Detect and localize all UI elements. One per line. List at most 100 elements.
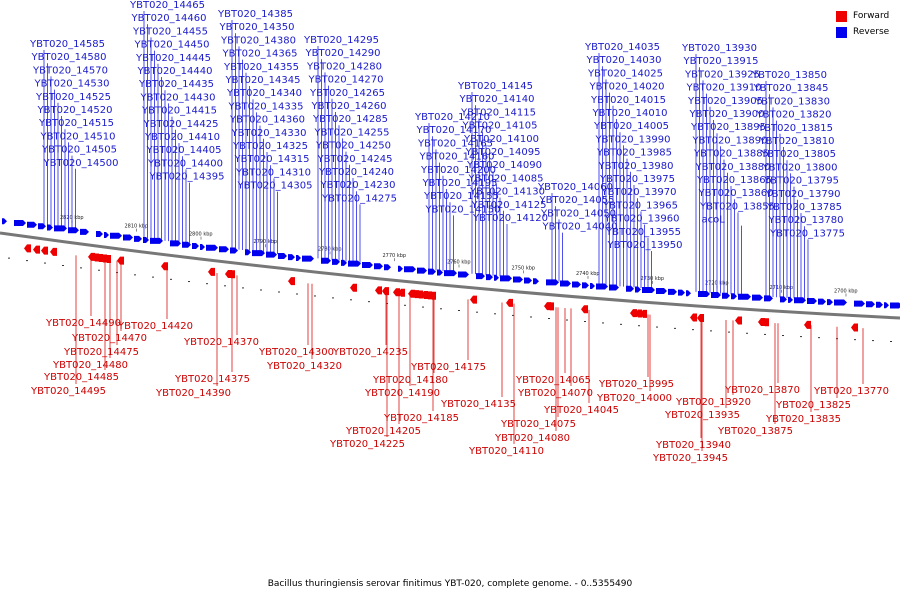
scale-tick-label: 2810 kbp [125, 224, 149, 230]
forward-gene-arrow [228, 270, 235, 279]
reverse-gene-label: YBT020_14200 [420, 165, 496, 176]
reverse-gene-arrow [398, 265, 403, 272]
reverse-gene-label: YBT020_14410 [144, 132, 220, 143]
forward-gene-arrow [33, 245, 40, 254]
legend-forward-label: Forward [853, 11, 890, 21]
forward-gene-label: YBT020_13945 [652, 453, 728, 464]
reverse-gene-label: YBT020_14095 [465, 147, 541, 158]
reverse-gene-label: YBT020_14525 [35, 92, 111, 103]
reverse-gene-label: YBT020_13930 [681, 43, 757, 54]
forward-gene-label: YBT020_14175 [410, 362, 486, 373]
reverse-gene-label: YBT020_14100 [463, 134, 539, 145]
forward-gene-arrow [50, 247, 57, 256]
reverse-gene-arrow [374, 263, 383, 270]
legend-reverse: Reverse [836, 24, 892, 40]
reverse-gene-label: YBT020_14500 [43, 158, 119, 169]
reverse-gene-label: YBT020_14340 [226, 88, 302, 99]
reverse-gene-label: YBT020_14060 [537, 182, 613, 193]
reverse-gene-label: YBT020_14465 [129, 0, 205, 11]
reverse-gene-label: acoL [702, 215, 726, 226]
reverse-gene-arrow [458, 271, 469, 278]
reverse-gene-label: YBT020_14160 [419, 152, 495, 163]
reverse-gene-label: YBT020_13820 [756, 110, 832, 121]
forward-gene-arrow [416, 290, 423, 299]
reverse-gene-label: YBT020_14245 [317, 154, 393, 165]
reverse-gene-arrow [27, 221, 37, 228]
reverse-gene-arrow [533, 278, 539, 285]
legend-reverse-label: Reverse [853, 27, 890, 37]
forward-gene-label: YBT020_14075 [500, 419, 576, 430]
reverse-gene-arrow [428, 268, 436, 275]
reverse-gene-label: YBT020_13915 [683, 56, 759, 67]
forward-gene-label: YBT020_14480 [52, 360, 128, 371]
reverse-gene-arrow [384, 264, 391, 271]
forward-gene-labels: YBT020_14490 YBT020_14470 YBT020_14475 YBT0… [30, 318, 889, 464]
reverse-gene-label: YBT020_14240 [318, 167, 394, 178]
forward-gene-arrow [161, 262, 168, 271]
forward-gene-label: YBT020_14070 [517, 388, 593, 399]
forward-gene-label: YBT020_14185 [383, 413, 459, 424]
reverse-gene-arrow [486, 274, 493, 281]
reverse-gene-label: YBT020_14280 [306, 61, 382, 72]
reverse-gene-label: YBT020_14415 [141, 106, 217, 117]
reverse-gene-label: YBT020_13790 [765, 189, 841, 200]
reverse-gene-label: YBT020_14430 [140, 92, 216, 103]
forward-gene-label: YBT020_14300 [258, 347, 334, 358]
reverse-gene-label: YBT020_14350 [219, 22, 295, 33]
forward-gene-arrow [547, 302, 554, 311]
forward-gene-arrow [640, 309, 647, 318]
reverse-gene-arrow [417, 267, 427, 274]
reverse-gene-label: YBT020_14170 [416, 125, 492, 136]
reverse-gene-arrow [54, 225, 67, 232]
forward-gene-label: YBT020_13995 [598, 379, 674, 390]
reverse-gene-arrow [827, 299, 833, 306]
reverse-gene-arrow [731, 293, 737, 300]
forward-gene-label: YBT020_14205 [345, 426, 421, 437]
forward-gene-arrow [429, 291, 436, 300]
scale-tick-label: 2710 kbp [770, 285, 794, 291]
forward-gene-arrow [117, 256, 124, 265]
reverse-gene-label: YBT020_14515 [38, 118, 114, 129]
reverse-gene-label: YBT020_14385 [217, 9, 293, 20]
reverse-gene-label: YBT020_14380 [220, 35, 296, 46]
reverse-gene-label: YBT020_14055 [539, 195, 615, 206]
forward-gene-track [24, 244, 858, 332]
reverse-gene-label: YBT020_13860 [698, 188, 774, 199]
reverse-gene-label: YBT020_14285 [312, 114, 388, 125]
reverse-gene-arrow [764, 295, 773, 302]
reverse-gene-label: YBT020_13895 [690, 122, 766, 133]
reverse-gene-label: YBT020_13845 [753, 83, 829, 94]
reverse-gene-label: YBT020_13955 [605, 227, 681, 238]
reverse-gene-labels: YBT020_14585 YBT020_14580 YBT020_14570 YBT0… [29, 0, 845, 251]
reverse-gene-arrow [572, 281, 581, 288]
forward-gene-label: YBT020_14475 [63, 347, 139, 358]
reverse-gene-arrow [230, 247, 238, 254]
forward-gene-arrow [208, 267, 215, 276]
reverse-gene-label: YBT020_14355 [223, 62, 299, 73]
reverse-gene-label: YBT020_14030 [586, 55, 662, 66]
reverse-gene-label: YBT020_14025 [587, 68, 663, 79]
forward-gene-arrow [41, 246, 48, 255]
reverse-gene-label: YBT020_14230 [320, 180, 396, 191]
reverse-gene-arrow [818, 298, 826, 305]
reverse-gene-arrow [884, 302, 889, 309]
reverse-gene-arrow [698, 291, 710, 298]
forward-gene-arrow [697, 313, 704, 322]
reverse-gene-label: YBT020_13910 [686, 83, 762, 94]
reverse-gene-label: YBT020_14120 [472, 213, 548, 224]
reverse-gene-label: YBT020_14255 [314, 127, 390, 138]
reverse-gene-label: YBT020_13795 [763, 176, 839, 187]
forward-gene-arrow [24, 244, 31, 253]
scale-tick-label: 2730 kbp [641, 276, 665, 282]
reverse-gene-arrow [609, 284, 619, 291]
reverse-gene-label: YBT020_14145 [457, 81, 533, 92]
scale-tick-label: 2770 kbp [383, 253, 407, 259]
reverse-gene-arrow [866, 301, 875, 308]
reverse-gene-label: YBT020_13850 [751, 70, 827, 81]
reverse-gene-label: YBT020_14510 [40, 131, 116, 142]
reverse-gene-label: YBT020_13880 [695, 162, 771, 173]
reverse-gene-arrow [278, 253, 287, 260]
forward-gene-label: YBT020_13770 [813, 386, 889, 397]
reverse-gene-arrow [321, 257, 331, 264]
legend: Forward Reverse [836, 8, 892, 40]
